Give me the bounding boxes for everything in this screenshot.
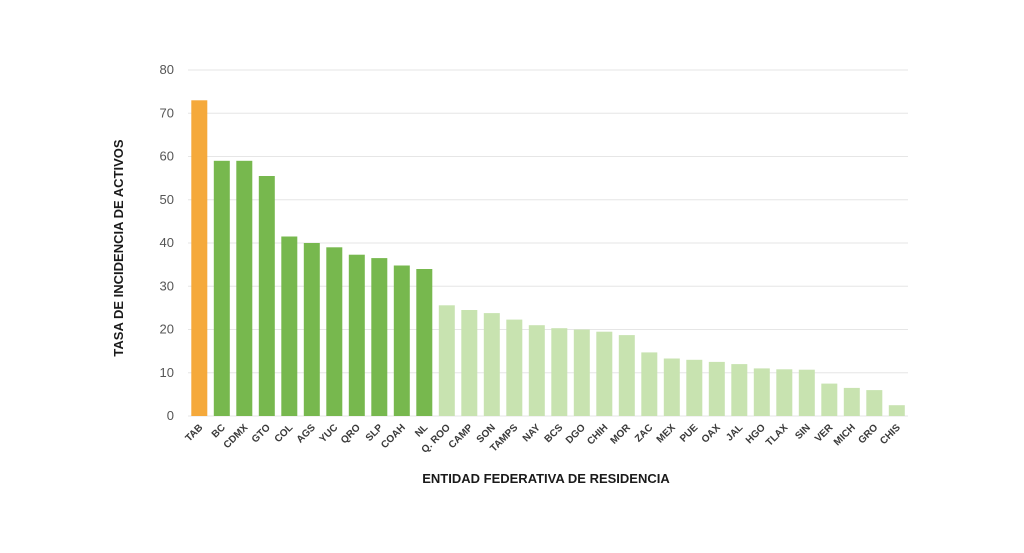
bar-tlax bbox=[776, 369, 793, 416]
x-tick-label: NAY bbox=[521, 422, 543, 444]
bar-pue bbox=[686, 359, 703, 416]
y-tick-label: 20 bbox=[160, 322, 174, 337]
bar-hgo bbox=[753, 368, 770, 416]
y-tick-label: 70 bbox=[160, 105, 174, 120]
x-tick-label: MEX bbox=[655, 422, 678, 445]
y-axis-title: TASA DE INCIDENCIA DE ACTIVOS bbox=[111, 139, 126, 356]
x-tick-label: GRO bbox=[856, 422, 880, 446]
y-tick-label: 30 bbox=[160, 278, 174, 293]
x-tick-label: MOR bbox=[609, 422, 634, 447]
x-tick-label: OAX bbox=[700, 422, 723, 445]
x-tick-label: GTO bbox=[250, 422, 273, 445]
bar-mor bbox=[618, 335, 635, 416]
bar-bcs bbox=[551, 328, 568, 416]
x-tick-label: ZAC bbox=[633, 422, 655, 444]
bar-nl bbox=[416, 269, 433, 416]
x-tick-label: TAB bbox=[184, 422, 206, 444]
bar-nay bbox=[528, 325, 545, 416]
bars bbox=[191, 100, 905, 417]
x-tick-label: JAL bbox=[724, 422, 745, 443]
x-tick-label: NL bbox=[413, 422, 430, 439]
x-tick-label: COAH bbox=[379, 422, 408, 451]
x-tick-label: YUC bbox=[318, 422, 341, 445]
bar-gto bbox=[258, 176, 275, 416]
y-tick-label: 10 bbox=[160, 365, 174, 380]
bar-dgo bbox=[573, 329, 590, 416]
bar-coah bbox=[393, 265, 410, 416]
y-tick-label: 0 bbox=[167, 408, 174, 423]
bar-jal bbox=[731, 364, 748, 416]
bar-chis bbox=[888, 405, 905, 416]
x-tick-label: TLAX bbox=[764, 422, 790, 448]
x-tick-label: HGO bbox=[744, 422, 768, 446]
x-axis-title: ENTIDAD FEDERATIVA DE RESIDENCIA bbox=[422, 471, 670, 486]
bar-gro bbox=[866, 390, 883, 416]
bar-bc bbox=[213, 160, 230, 416]
x-tick-label: MICH bbox=[832, 422, 858, 448]
bar-tab bbox=[191, 100, 208, 417]
bar-ver bbox=[821, 383, 838, 416]
bar-camp bbox=[461, 310, 478, 416]
x-tick-label: CDMX bbox=[222, 422, 251, 451]
x-tick-label: PUE bbox=[678, 422, 701, 445]
bar-qro bbox=[348, 254, 365, 416]
bar-mich bbox=[843, 387, 860, 416]
bar-son bbox=[483, 313, 500, 416]
bar-mex bbox=[663, 358, 680, 416]
bar-qroo bbox=[438, 305, 455, 416]
x-tick-label: CHIS bbox=[878, 422, 903, 447]
bar-oax bbox=[708, 361, 725, 416]
bar-col bbox=[281, 236, 298, 416]
x-tick-label: CHIH bbox=[585, 422, 610, 447]
x-tick-label: QRO bbox=[339, 422, 363, 446]
x-tick-label: AGS bbox=[295, 422, 318, 445]
y-tick-label: 50 bbox=[160, 192, 174, 207]
x-tick-label: BC bbox=[210, 422, 228, 440]
bar-yuc bbox=[326, 247, 343, 416]
bar-cdmx bbox=[236, 160, 253, 416]
bar-sin bbox=[798, 369, 815, 416]
y-tick-label: 60 bbox=[160, 149, 174, 164]
x-tick-label: BCS bbox=[543, 422, 566, 445]
bar-slp bbox=[371, 258, 388, 416]
x-tick-label: CAMP bbox=[447, 422, 476, 451]
bar-zac bbox=[641, 352, 658, 416]
y-tick-label: 80 bbox=[160, 62, 174, 77]
bar-chih bbox=[596, 331, 613, 416]
x-tick-label: SIN bbox=[793, 422, 813, 442]
bar-ags bbox=[303, 243, 320, 416]
y-axis-ticks: 0 10 20 30 40 50 60 70 80 bbox=[160, 62, 174, 423]
x-tick-label: COL bbox=[273, 422, 296, 445]
y-tick-label: 40 bbox=[160, 235, 174, 250]
x-tick-label: DGO bbox=[564, 422, 588, 446]
bar-tamps bbox=[506, 319, 523, 416]
